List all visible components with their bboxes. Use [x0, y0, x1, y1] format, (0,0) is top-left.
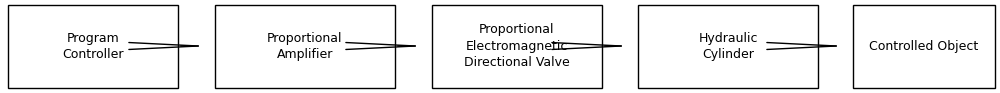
Text: Proportional
Electromagnetic
Directional Valve: Proportional Electromagnetic Directional…	[464, 24, 570, 69]
Bar	[638, 5, 818, 88]
Bar	[215, 5, 395, 88]
Text: Hydraulic
Cylinder: Hydraulic Cylinder	[698, 32, 758, 61]
Bar	[432, 5, 602, 88]
Text: Proportional
Amplifier: Proportional Amplifier	[267, 32, 343, 61]
Bar	[8, 5, 178, 88]
Bar	[853, 5, 995, 88]
Text: Program
Controller: Program Controller	[62, 32, 124, 61]
Text: Controlled Object: Controlled Object	[869, 40, 979, 53]
